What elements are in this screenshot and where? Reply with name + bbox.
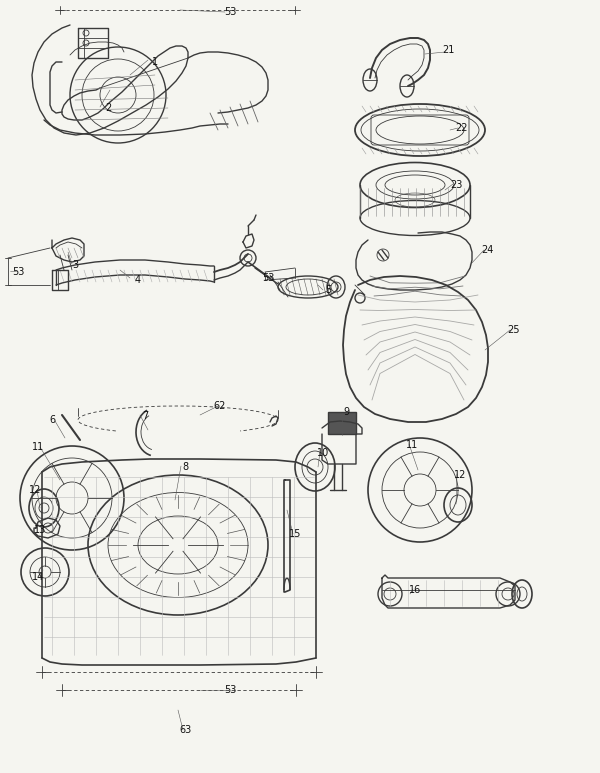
- Text: 8: 8: [182, 462, 188, 472]
- Text: 53: 53: [224, 685, 236, 695]
- Text: 15: 15: [289, 529, 301, 539]
- Text: 6: 6: [49, 415, 55, 425]
- Text: 11: 11: [406, 440, 418, 450]
- Text: 3: 3: [72, 260, 78, 270]
- Text: 25: 25: [507, 325, 519, 335]
- Text: 53: 53: [262, 273, 274, 283]
- FancyBboxPatch shape: [328, 412, 356, 434]
- Text: 7: 7: [142, 411, 148, 421]
- Text: 2: 2: [105, 103, 111, 113]
- Text: 63: 63: [179, 725, 191, 735]
- Text: 12: 12: [454, 470, 466, 480]
- Text: 62: 62: [214, 401, 226, 411]
- Text: 9: 9: [343, 407, 349, 417]
- Text: 23: 23: [450, 180, 462, 190]
- Text: 5: 5: [325, 285, 331, 295]
- Text: 10: 10: [317, 448, 329, 458]
- Text: 13: 13: [34, 525, 46, 535]
- Text: 53: 53: [224, 7, 236, 17]
- Text: 14: 14: [32, 572, 44, 582]
- Text: 4: 4: [135, 275, 141, 285]
- Text: 24: 24: [481, 245, 493, 255]
- Text: 1: 1: [152, 57, 158, 67]
- Text: 11: 11: [32, 442, 44, 452]
- Text: 12: 12: [29, 485, 41, 495]
- Text: 22: 22: [455, 123, 467, 133]
- Text: 21: 21: [442, 45, 454, 55]
- Text: 16: 16: [409, 585, 421, 595]
- Text: 53: 53: [12, 267, 24, 277]
